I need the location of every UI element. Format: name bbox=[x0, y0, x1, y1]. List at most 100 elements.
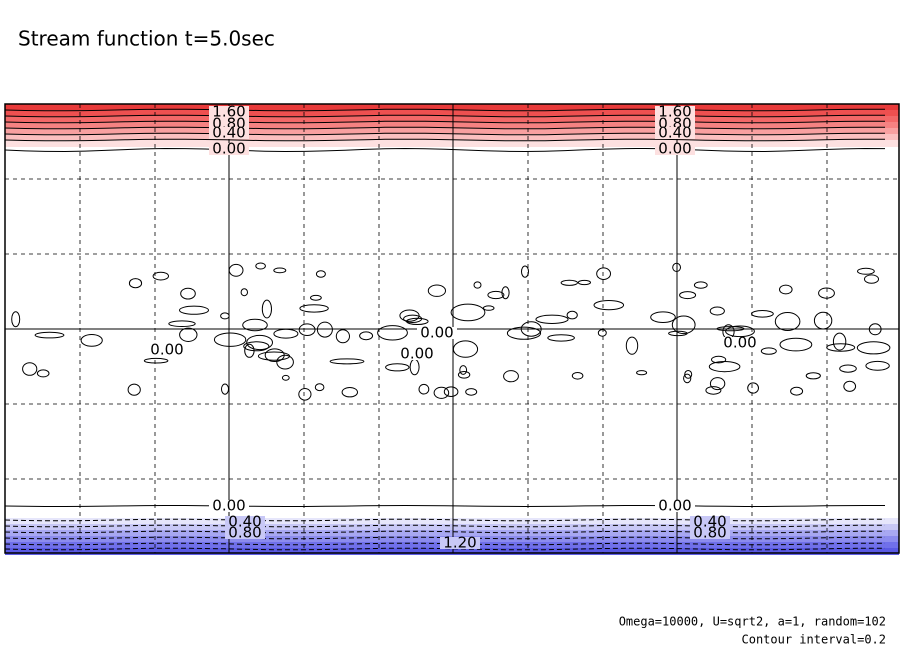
contour-blob bbox=[684, 370, 693, 379]
label-background bbox=[225, 527, 265, 539]
label-background bbox=[209, 106, 249, 118]
contour-label: 0.80 bbox=[228, 524, 261, 542]
contour-blob bbox=[433, 386, 450, 399]
contour-blob bbox=[310, 294, 322, 301]
contour-blob bbox=[168, 320, 196, 328]
label-background bbox=[720, 337, 760, 349]
contour-label: 0.40 bbox=[228, 513, 261, 531]
label-background bbox=[397, 348, 437, 360]
contour-label: 0.00 bbox=[658, 140, 691, 158]
contour-blob bbox=[790, 386, 804, 396]
contour-blob bbox=[261, 299, 272, 319]
contour-blob bbox=[503, 370, 519, 383]
contour-line bbox=[4, 126, 886, 130]
label-background bbox=[225, 516, 265, 528]
contour-blob bbox=[257, 351, 291, 361]
contour-blob bbox=[671, 315, 696, 335]
contour-label: 0.00 bbox=[420, 324, 453, 342]
contour-blob bbox=[128, 278, 143, 289]
contour-blob bbox=[506, 326, 542, 340]
contour-blob bbox=[276, 354, 294, 370]
contour-label: 1.60 bbox=[212, 103, 245, 121]
contour-label: 0.40 bbox=[658, 124, 691, 142]
label-background bbox=[690, 527, 730, 539]
contour-blob bbox=[813, 311, 833, 330]
contour-label: 0.40 bbox=[693, 513, 726, 531]
contour-blob bbox=[179, 305, 209, 315]
contour-blob bbox=[596, 267, 611, 281]
contour-line bbox=[4, 147, 886, 153]
contour-blob bbox=[708, 361, 741, 373]
contour-blob bbox=[779, 337, 813, 352]
contour-blob bbox=[818, 287, 835, 299]
contour-blob bbox=[316, 321, 333, 338]
label-background bbox=[655, 143, 695, 155]
contour-blob bbox=[335, 329, 350, 344]
contour-blob bbox=[725, 325, 755, 338]
contour-blob bbox=[826, 343, 856, 352]
contour-blob bbox=[246, 334, 274, 351]
contour-blob bbox=[399, 309, 420, 322]
contour-blob bbox=[264, 348, 285, 363]
contour-blob bbox=[273, 328, 299, 339]
contour-label: 0.80 bbox=[693, 524, 726, 542]
contour-blob bbox=[839, 364, 857, 373]
contour-blob bbox=[865, 360, 890, 371]
contour-blob bbox=[709, 377, 726, 391]
positive-band bbox=[5, 110, 899, 117]
contour-blob bbox=[228, 263, 244, 277]
contour-blob bbox=[443, 386, 459, 398]
positive-band bbox=[5, 122, 899, 129]
contour-blob bbox=[329, 358, 365, 365]
label-background bbox=[655, 106, 695, 118]
contour-blob bbox=[535, 314, 569, 324]
negative-band bbox=[5, 530, 899, 537]
label-background bbox=[690, 516, 730, 528]
contour-blob bbox=[832, 332, 847, 351]
contour-blob bbox=[220, 312, 230, 320]
contour-blob bbox=[487, 290, 505, 300]
contour-blob bbox=[747, 382, 759, 394]
contour-blob bbox=[779, 284, 793, 295]
contour-label: 0.40 bbox=[212, 124, 245, 142]
contour-blob bbox=[240, 288, 249, 297]
contour-line bbox=[4, 138, 886, 142]
contour-line bbox=[4, 120, 886, 124]
contour-blob bbox=[751, 310, 774, 318]
contour-label: 0.00 bbox=[150, 341, 183, 359]
contour-blob bbox=[672, 262, 681, 272]
contour-blob bbox=[856, 341, 891, 355]
label-background bbox=[209, 143, 249, 155]
label-background bbox=[417, 327, 457, 339]
contour-blob bbox=[34, 331, 65, 339]
contour-blob bbox=[242, 318, 268, 332]
contour-blob bbox=[547, 334, 575, 342]
positive-band bbox=[5, 128, 899, 135]
positive-band bbox=[5, 134, 899, 141]
contour-blob bbox=[255, 262, 266, 270]
contour-blob bbox=[179, 327, 198, 342]
contour-blob bbox=[683, 373, 692, 384]
contour-blob bbox=[520, 321, 542, 337]
contour-line bbox=[4, 530, 886, 534]
contour-blob bbox=[805, 372, 821, 380]
contour-blob bbox=[774, 312, 801, 331]
contour-blob bbox=[315, 270, 326, 278]
contour-label: 1.20 bbox=[443, 534, 476, 552]
contour-blob bbox=[427, 284, 446, 297]
contour-blob bbox=[418, 383, 430, 395]
contour-blob bbox=[868, 323, 882, 336]
contour-blob bbox=[457, 371, 471, 379]
contour-blob bbox=[450, 303, 486, 322]
contour-label: 0.00 bbox=[212, 140, 245, 158]
contour-blob bbox=[143, 357, 169, 364]
contour-blob bbox=[152, 271, 170, 281]
contour-line bbox=[4, 108, 886, 112]
plot-area: 1.600.800.400.001.600.800.400.000.000.00… bbox=[4, 103, 900, 555]
negative-band bbox=[5, 524, 899, 531]
contour-blob bbox=[273, 267, 287, 274]
contour-blob bbox=[857, 267, 875, 275]
contour-blob bbox=[571, 372, 584, 380]
contour-blob bbox=[314, 383, 325, 392]
